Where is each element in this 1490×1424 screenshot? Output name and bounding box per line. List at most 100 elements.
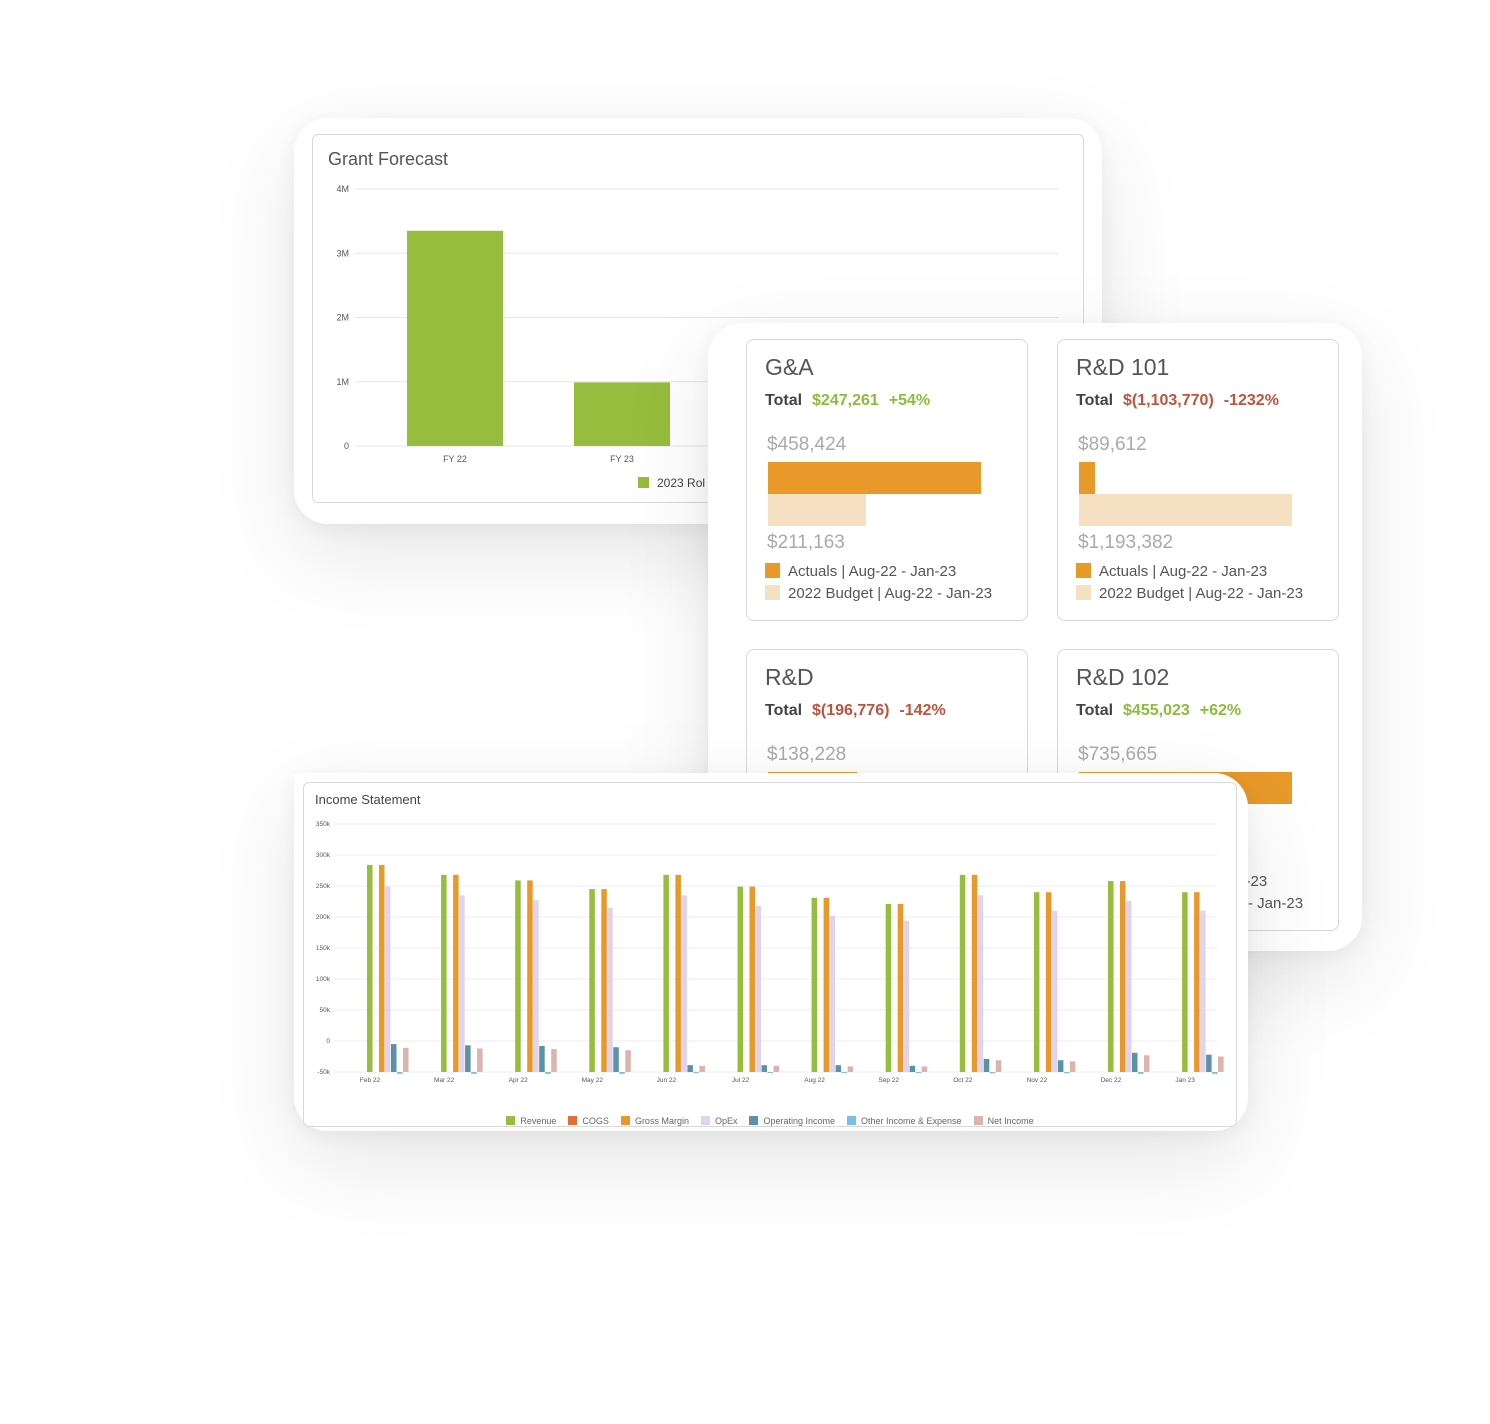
legend-swatch — [765, 585, 780, 600]
bar-net-income[interactable] — [699, 1065, 705, 1072]
bar-opex[interactable] — [1200, 910, 1206, 1072]
bar-opex[interactable] — [1126, 900, 1132, 1072]
bar-operating-income[interactable] — [909, 1065, 916, 1072]
bar-operating-income[interactable] — [983, 1058, 990, 1072]
bar-revenue[interactable] — [1182, 892, 1188, 1072]
bar-revenue[interactable] — [663, 874, 669, 1072]
bar-opex[interactable] — [977, 895, 984, 1072]
legend-label: COGS — [582, 1116, 609, 1126]
bar-other-income-expense[interactable] — [545, 1072, 551, 1074]
bar-gross-margin[interactable] — [527, 880, 533, 1072]
bar-other-income-expense[interactable] — [1063, 1072, 1070, 1074]
legend-item[interactable]: Other Income & Expense — [847, 1116, 962, 1126]
bar-other-income-expense[interactable] — [693, 1072, 699, 1073]
bar-revenue[interactable] — [737, 886, 744, 1072]
bar-net-income[interactable] — [1069, 1061, 1076, 1072]
bar-fy23[interactable] — [574, 382, 670, 446]
bar-opex[interactable] — [903, 920, 910, 1072]
bar-net-income[interactable] — [921, 1066, 928, 1072]
bar-operating-income[interactable] — [539, 1045, 545, 1072]
total-percent: -1232% — [1223, 392, 1279, 409]
bar-other-income-expense[interactable] — [397, 1072, 403, 1074]
bar-revenue[interactable] — [1033, 892, 1040, 1072]
bar-net-income[interactable] — [403, 1047, 409, 1072]
total-percent: +62% — [1199, 702, 1242, 719]
bar-other-income-expense[interactable] — [1138, 1072, 1144, 1074]
bar-net-income[interactable] — [995, 1060, 1002, 1072]
bar-revenue[interactable] — [811, 897, 818, 1072]
bar-other-income-expense[interactable] — [471, 1072, 477, 1074]
bar-operating-income[interactable] — [391, 1044, 397, 1072]
bar-net-income[interactable] — [551, 1049, 557, 1072]
bar-gross-margin[interactable] — [897, 903, 904, 1072]
legend-item[interactable]: Operating Income — [749, 1116, 835, 1126]
bar-gross-margin[interactable] — [453, 874, 459, 1072]
kpi-total: Total $(1,103,770) -1232% — [1076, 392, 1289, 410]
bar-net-income[interactable] — [1218, 1056, 1224, 1073]
bar-operating-income[interactable] — [1057, 1060, 1064, 1072]
bar-operating-income[interactable] — [1132, 1052, 1138, 1072]
kpi-card-g-a[interactable]: G&A Total $247,261 +54% $458,424 $211,163 Ac… — [746, 339, 1028, 621]
x-tick-label: Dec 22 — [1101, 1077, 1122, 1084]
bar-revenue[interactable] — [367, 864, 373, 1072]
bar-net-income[interactable] — [477, 1048, 483, 1072]
legend-item[interactable]: Revenue — [506, 1116, 556, 1126]
bar-gross-margin[interactable] — [1120, 881, 1126, 1072]
bar-other-income-expense[interactable] — [1212, 1072, 1218, 1074]
legend-item[interactable]: COGS — [568, 1116, 609, 1126]
bar-operating-income[interactable] — [1206, 1054, 1212, 1072]
bar-other-income-expense[interactable] — [841, 1072, 848, 1073]
bar-operating-income[interactable] — [465, 1045, 471, 1072]
kpi-card-title: R&D — [765, 664, 814, 690]
bar-revenue[interactable] — [959, 874, 966, 1072]
legend-item[interactable]: Net Income — [973, 1116, 1034, 1126]
bar-gross-margin[interactable] — [379, 864, 385, 1072]
bar-gross-margin[interactable] — [1045, 892, 1052, 1072]
bar-operating-income[interactable] — [835, 1065, 842, 1072]
bar-opex[interactable] — [1051, 910, 1058, 1072]
total-value: $(196,776) — [812, 702, 890, 719]
bar-net-income[interactable] — [625, 1050, 631, 1072]
bar-other-income-expense[interactable] — [989, 1072, 996, 1074]
bar-opex[interactable] — [829, 915, 836, 1072]
legend-swatch — [638, 477, 649, 488]
bar-revenue[interactable] — [441, 874, 447, 1072]
legend-label: Operating Income — [763, 1116, 836, 1126]
bar-opex[interactable] — [681, 895, 687, 1072]
bar-revenue[interactable] — [1108, 881, 1114, 1072]
bar-revenue[interactable] — [589, 889, 595, 1072]
bar-gross-margin[interactable] — [1194, 892, 1200, 1072]
bar-revenue[interactable] — [515, 880, 521, 1072]
bar-operating-income[interactable] — [687, 1065, 693, 1072]
bar-net-income[interactable] — [773, 1065, 780, 1072]
bar-other-income-expense[interactable] — [619, 1072, 625, 1074]
bar-other-income-expense[interactable] — [915, 1072, 922, 1073]
legend-swatch — [847, 1116, 857, 1125]
bar-opex[interactable] — [385, 886, 391, 1072]
bar-opex[interactable] — [533, 900, 539, 1072]
y-tick-label: 150k — [316, 945, 331, 952]
kpi-card-title: G&A — [765, 354, 814, 380]
legend-item[interactable]: OpEx — [700, 1116, 737, 1126]
bar-net-income[interactable] — [847, 1066, 854, 1072]
legend-label: 2022 Budget | Aug-22 - Jan-23 — [788, 585, 993, 602]
actual-value: $735,665 — [1078, 744, 1158, 765]
bar-gross-margin[interactable] — [601, 889, 607, 1072]
bar-gross-margin[interactable] — [971, 874, 978, 1072]
legend-actuals: Actuals | Aug-22 - Jan-23 — [765, 563, 956, 580]
bar-operating-income[interactable] — [761, 1065, 768, 1072]
bar-gross-margin[interactable] — [823, 897, 830, 1072]
bar-fy22[interactable] — [407, 230, 503, 446]
bar-opex[interactable] — [607, 907, 613, 1072]
bar-other-income-expense[interactable] — [767, 1072, 774, 1073]
bar-gross-margin[interactable] — [675, 874, 681, 1072]
bar-opex[interactable] — [755, 905, 762, 1072]
bar-net-income[interactable] — [1144, 1055, 1150, 1072]
bar-opex[interactable] — [459, 895, 465, 1072]
bar-operating-income[interactable] — [613, 1047, 619, 1072]
legend-label: Actuals | Aug-22 - Jan-23 — [788, 563, 957, 580]
kpi-card-r-d-101[interactable]: R&D 101 Total $(1,103,770) -1232% $89,612 $… — [1057, 339, 1339, 621]
bar-gross-margin[interactable] — [749, 886, 756, 1072]
legend-item[interactable]: Gross Margin — [620, 1116, 689, 1126]
bar-revenue[interactable] — [885, 903, 892, 1072]
